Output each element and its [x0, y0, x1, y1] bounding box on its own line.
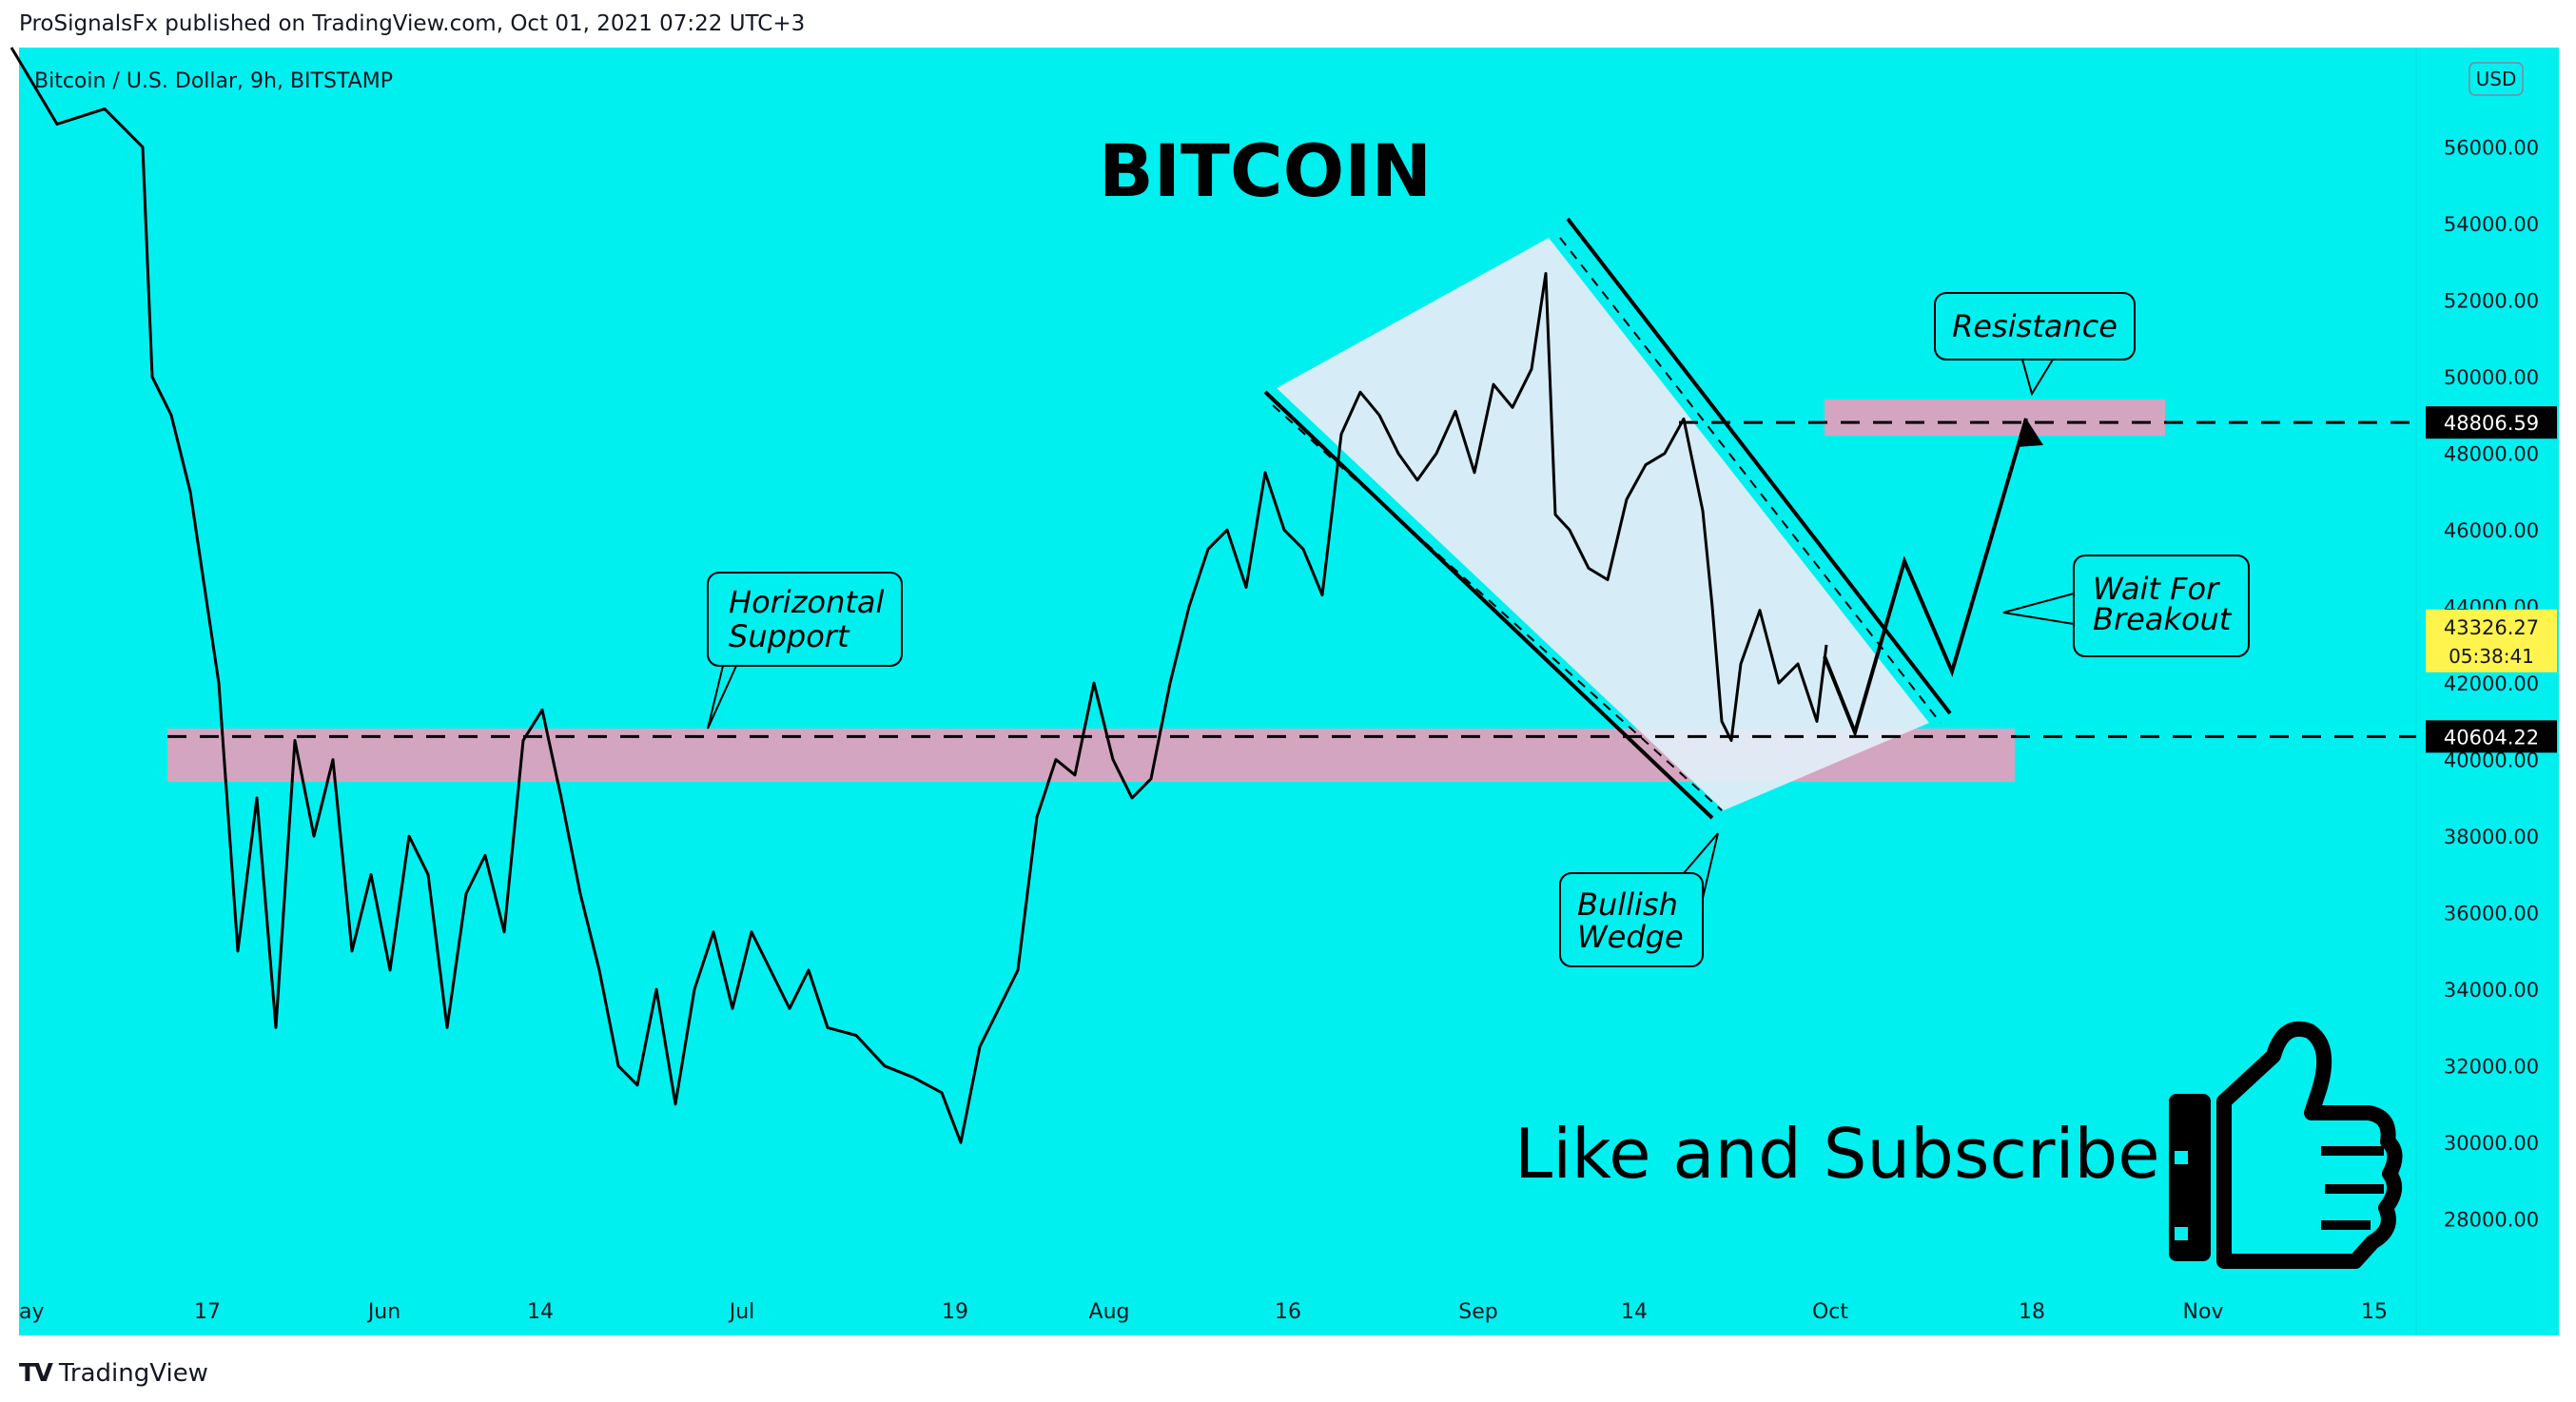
y-tick-label: 56000.00	[2444, 137, 2539, 160]
bullish-wedge-callout: Bullish Wedge	[1559, 832, 1719, 967]
price-label-upper: 48806.59	[2426, 406, 2557, 439]
x-tick-label: Sep	[1458, 1300, 1497, 1324]
x-tick-label: Oct	[1812, 1300, 1848, 1324]
svg-text:43326.27: 43326.27	[2444, 616, 2539, 639]
y-tick-label: 46000.00	[2444, 519, 2539, 542]
wait-breakout-callout: Wait For Breakout	[2002, 555, 2250, 657]
chart-title: BITCOIN	[1099, 128, 1432, 213]
x-tick-label: 17	[194, 1300, 221, 1324]
x-tick-label: 15	[2361, 1300, 2388, 1324]
y-tick-label: 36000.00	[2444, 903, 2539, 925]
projection-path	[1823, 418, 2028, 739]
resistance-zone	[1825, 399, 2165, 436]
horizontal-support-text-1: Horizontal	[729, 584, 885, 620]
svg-text:48806.59: 48806.59	[2444, 412, 2539, 435]
y-tick-label: 38000.00	[2444, 826, 2539, 848]
channel-upper-dashed	[1559, 237, 1942, 724]
x-tick-label: 14	[527, 1300, 554, 1324]
horizontal-support-text-2: Support	[729, 618, 850, 654]
x-tick-label: 16	[1275, 1300, 1301, 1324]
plot-area	[19, 48, 2559, 1335]
y-tick-label: 52000.00	[2444, 290, 2539, 313]
svg-text:05:38:41: 05:38:41	[2449, 645, 2534, 668]
tradingview-brand: TradingView	[58, 1359, 208, 1388]
like-subscribe-text[interactable]: Like and Subscribe	[1514, 1114, 2160, 1194]
x-tick-label: Jul	[728, 1300, 755, 1324]
x-tick-label: 14	[1621, 1300, 1648, 1324]
currency-button[interactable]: USD	[2469, 62, 2524, 96]
x-tick-label: 19	[942, 1300, 968, 1324]
y-tick-label: 30000.00	[2444, 1132, 2539, 1155]
x-tick-label: Nov	[2183, 1300, 2224, 1324]
svg-text:40604.22: 40604.22	[2444, 726, 2539, 749]
symbol-label: Bitcoin / U.S. Dollar, 9h, BITSTAMP	[34, 69, 393, 93]
last-price-label: 43326.27 05:38:41	[2426, 609, 2557, 672]
tradingview-icon: TV	[19, 1359, 53, 1388]
y-tick-label: 28000.00	[2444, 1209, 2539, 1232]
y-tick-label: 54000.00	[2444, 213, 2539, 236]
price-axis[interactable]: 56000.00 54000.00 52000.00 50000.00 48000.00…	[2444, 137, 2539, 1232]
y-tick-label: 50000.00	[2444, 366, 2539, 389]
time-axis[interactable]: ay 17 Jun 14 Jul 19 Aug 16 Sep 14 Oct 18 Nov 15	[19, 1300, 2388, 1324]
resistance-callout: Resistance	[1934, 292, 2136, 397]
publish-header: ProSignalsFx published on TradingView.co…	[19, 11, 806, 36]
bullish-wedge-shape	[1277, 238, 1929, 810]
x-tick-label: Aug	[1089, 1300, 1130, 1324]
y-tick-label: 42000.00	[2444, 672, 2539, 695]
x-tick-label: 18	[2019, 1300, 2045, 1324]
bullish-wedge-text-2: Wedge	[1577, 919, 1684, 955]
x-tick-label: Jun	[366, 1300, 400, 1324]
tradingview-logo[interactable]: TV TradingView	[19, 1354, 208, 1392]
thumbs-up-icon[interactable]	[2169, 1021, 2403, 1269]
price-series	[10, 47, 1828, 1144]
y-tick-label: 48000.00	[2444, 443, 2539, 466]
wait-breakout-text-2: Breakout	[2093, 601, 2233, 637]
y-tick-label: 34000.00	[2444, 979, 2539, 1002]
channel-lower-line	[1263, 390, 1714, 820]
y-tick-label: 32000.00	[2444, 1056, 2539, 1079]
bullish-wedge-text-1: Bullish	[1577, 886, 1678, 923]
horizontal-support-callout: Horizontal Support	[707, 572, 903, 730]
resistance-text: Resistance	[1952, 308, 2117, 344]
channel-upper-line	[1566, 217, 1952, 715]
svg-text:USD: USD	[2476, 68, 2517, 90]
price-label-lower: 40604.22	[2426, 720, 2557, 753]
wait-breakout-text-1: Wait For	[2093, 571, 2220, 607]
y-tick-label: 40000.00	[2444, 750, 2539, 772]
channel-lower-dashed	[1272, 404, 1723, 811]
x-tick-label: ay	[19, 1300, 45, 1324]
projection-arrowhead	[2017, 419, 2043, 447]
